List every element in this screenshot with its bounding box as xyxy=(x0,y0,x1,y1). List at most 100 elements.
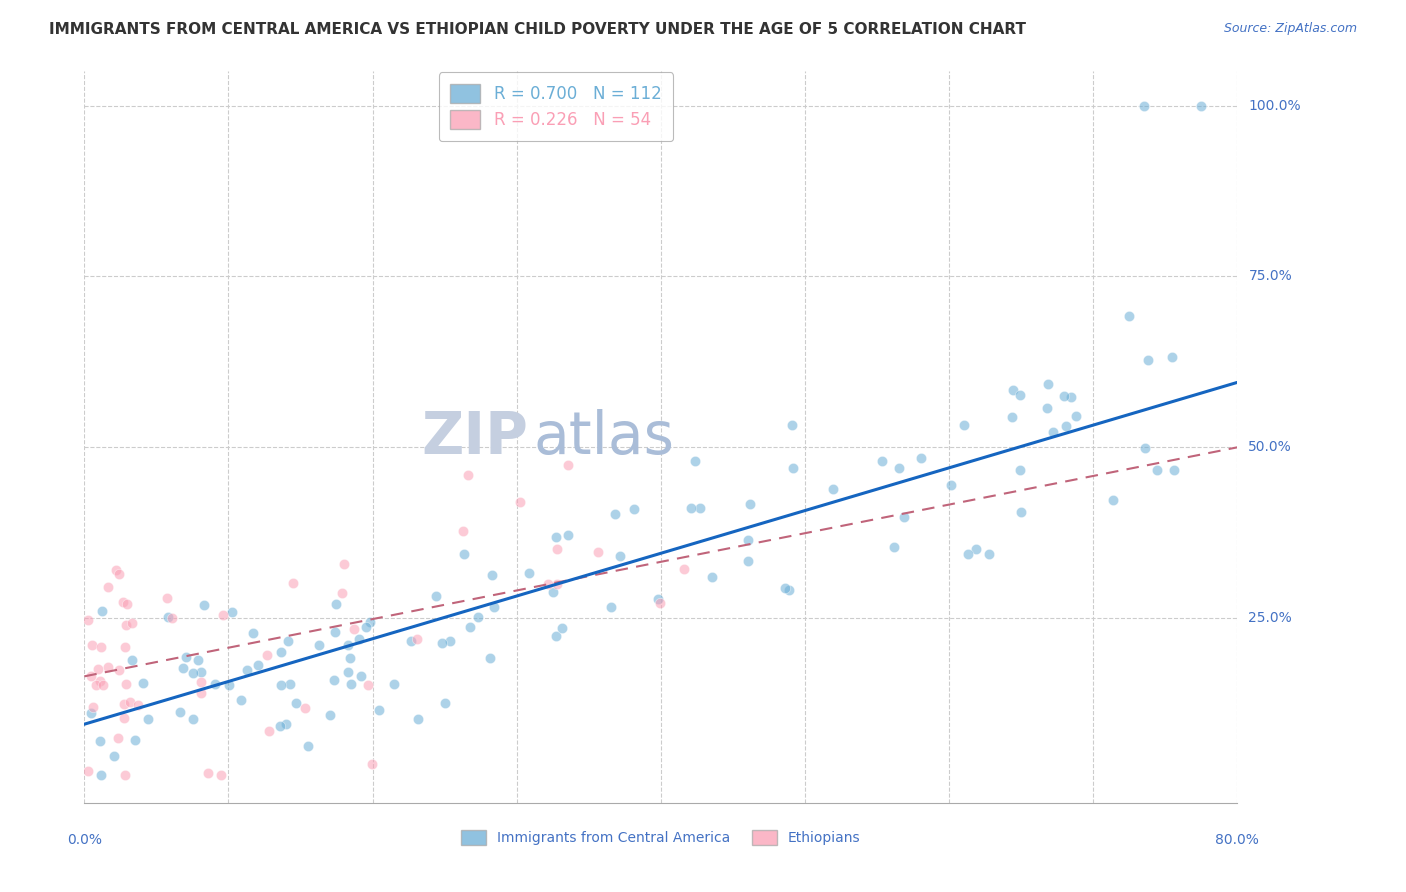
Point xyxy=(1118,309,1140,323)
Point xyxy=(368,703,391,717)
Point xyxy=(242,625,264,640)
Point xyxy=(478,650,501,665)
Point xyxy=(127,698,149,712)
Point xyxy=(451,524,474,538)
Point xyxy=(256,648,278,663)
Point xyxy=(821,483,844,497)
Point xyxy=(108,663,131,677)
Point xyxy=(953,417,976,432)
Point xyxy=(893,510,915,524)
Point xyxy=(544,531,567,545)
Point xyxy=(347,632,370,646)
Point xyxy=(650,596,672,610)
Point xyxy=(236,663,259,677)
Point xyxy=(430,636,453,650)
Legend: Immigrants from Central America, Ethiopians: Immigrants from Central America, Ethiopi… xyxy=(456,825,866,851)
Point xyxy=(91,678,114,692)
Point xyxy=(174,649,197,664)
Point xyxy=(112,711,135,725)
Text: 25.0%: 25.0% xyxy=(1249,611,1292,625)
Point xyxy=(124,733,146,747)
Point xyxy=(325,597,347,611)
Point xyxy=(209,768,232,782)
Point xyxy=(105,563,128,577)
Point xyxy=(82,638,104,652)
Point xyxy=(112,595,135,609)
Point xyxy=(550,621,572,635)
Point xyxy=(782,461,804,475)
Point xyxy=(160,610,183,624)
Point xyxy=(115,618,138,632)
Point xyxy=(333,558,356,572)
Point xyxy=(350,669,373,683)
Point xyxy=(339,651,361,665)
Point xyxy=(89,673,111,688)
Point xyxy=(284,696,307,710)
Point xyxy=(97,660,120,674)
Point xyxy=(1189,98,1212,112)
Point xyxy=(90,640,112,655)
Point xyxy=(340,677,363,691)
Point xyxy=(1053,389,1076,403)
Point xyxy=(1163,463,1185,477)
Point xyxy=(107,567,129,582)
Point xyxy=(1146,463,1168,477)
Point xyxy=(1102,492,1125,507)
Point xyxy=(1064,409,1087,423)
Point xyxy=(509,495,531,509)
Point xyxy=(323,673,346,687)
Text: 50.0%: 50.0% xyxy=(1249,441,1292,454)
Point xyxy=(80,669,103,683)
Point xyxy=(406,632,429,646)
Point xyxy=(1137,353,1160,368)
Point xyxy=(603,507,626,521)
Point xyxy=(156,591,179,606)
Point xyxy=(883,541,905,555)
Point xyxy=(453,547,475,561)
Point xyxy=(956,547,979,561)
Point xyxy=(204,677,226,691)
Point xyxy=(270,677,292,691)
Point xyxy=(97,580,120,594)
Point xyxy=(172,661,194,675)
Point xyxy=(190,665,212,679)
Point xyxy=(115,597,138,611)
Point xyxy=(737,533,759,547)
Point xyxy=(887,461,910,475)
Point xyxy=(439,633,461,648)
Point xyxy=(382,677,405,691)
Point xyxy=(89,734,111,748)
Text: 100.0%: 100.0% xyxy=(1249,98,1301,112)
Point xyxy=(294,700,316,714)
Point xyxy=(673,562,696,576)
Text: atlas: atlas xyxy=(534,409,675,466)
Point xyxy=(211,607,233,622)
Point xyxy=(276,633,298,648)
Point xyxy=(537,576,560,591)
Point xyxy=(740,497,762,511)
Point xyxy=(112,697,135,711)
Point xyxy=(1038,376,1060,391)
Point xyxy=(221,605,243,619)
Point xyxy=(181,712,204,726)
Point xyxy=(623,502,645,516)
Point xyxy=(546,577,568,591)
Point xyxy=(91,604,114,618)
Point xyxy=(939,477,962,491)
Point xyxy=(121,616,143,631)
Point xyxy=(546,541,568,556)
Point xyxy=(1054,419,1077,434)
Point xyxy=(700,570,723,584)
Point xyxy=(107,731,129,745)
Point xyxy=(343,622,366,636)
Point xyxy=(425,589,447,603)
Point xyxy=(557,528,579,542)
Point xyxy=(361,757,384,772)
Point xyxy=(773,581,796,595)
Point xyxy=(1135,442,1157,456)
Point xyxy=(600,599,623,614)
Point xyxy=(76,613,98,627)
Point xyxy=(87,663,110,677)
Text: 0.0%: 0.0% xyxy=(67,833,101,847)
Point xyxy=(1160,350,1182,364)
